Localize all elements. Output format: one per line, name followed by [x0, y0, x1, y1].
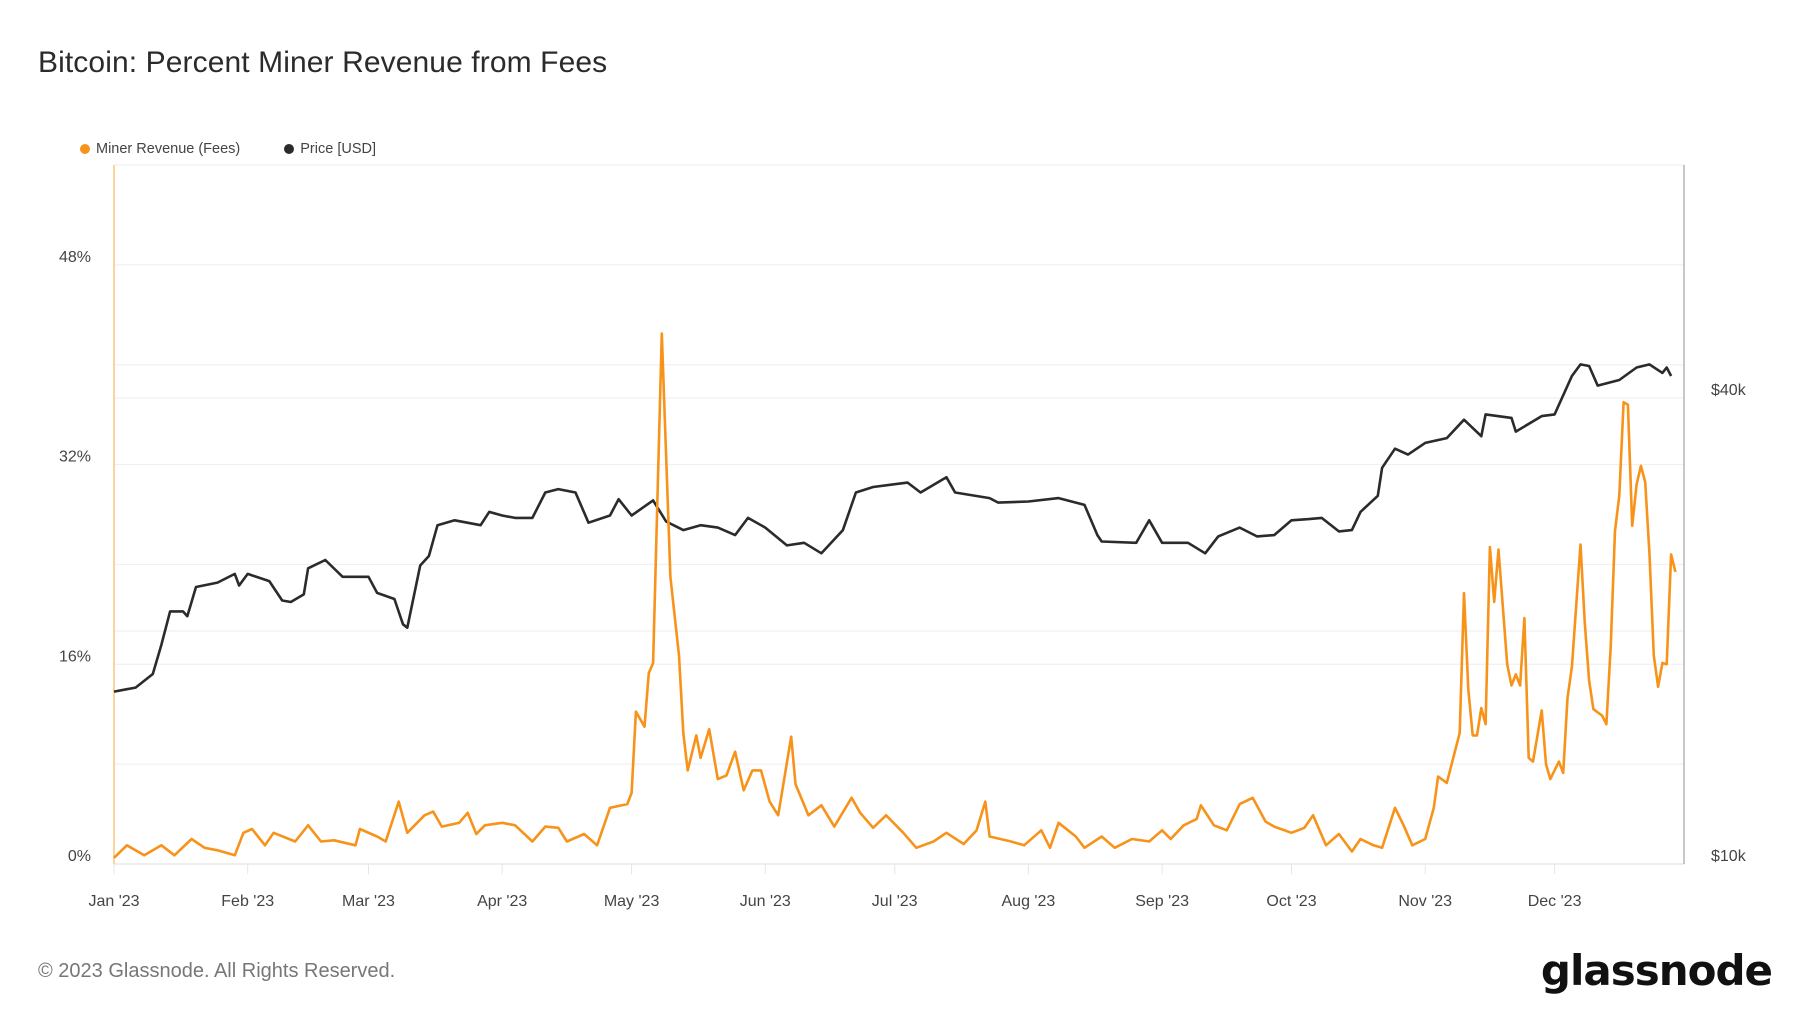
axes	[113, 164, 1685, 874]
axis-labels: Jan '23 Feb '23 Mar '23 Apr '23 May '23 Jun '…	[59, 249, 1747, 910]
x-tick-label: Jul '23	[872, 893, 918, 910]
y-right-tick-label: $40k	[1711, 382, 1747, 399]
glassnode-logo[interactable]: glassnode	[1540, 946, 1773, 995]
x-tick-label: Apr '23	[477, 893, 527, 910]
chart-title: Bitcoin: Percent Miner Revenue from Fees	[38, 46, 608, 79]
x-tick-label: Dec '23	[1528, 893, 1582, 910]
series-line-price-usd	[113, 363, 1673, 693]
series-layer	[113, 332, 1677, 859]
legend-item-price[interactable]: Price [USD]	[284, 141, 376, 157]
series-line-miner-revenue-fees	[113, 332, 1677, 859]
x-tick-label: Aug '23	[1002, 893, 1056, 910]
x-tick-label: Jun '23	[740, 893, 791, 910]
x-tick-label: Oct '23	[1266, 893, 1316, 910]
legend: Miner Revenue (Fees) Price [USD]	[80, 141, 376, 157]
x-tick-label: Sep '23	[1135, 893, 1189, 910]
y-left-tick-label: 16%	[59, 648, 91, 665]
x-tick-label: May '23	[604, 893, 660, 910]
legend-item-fees[interactable]: Miner Revenue (Fees)	[80, 141, 240, 157]
x-tick-label: Feb '23	[221, 893, 274, 910]
legend-dot-price	[284, 144, 295, 154]
copyright-footer: © 2023 Glassnode. All Rights Reserved.	[38, 960, 396, 982]
y-right-tick-label: $10k	[1711, 848, 1747, 865]
legend-label-price: Price [USD]	[300, 141, 376, 157]
x-tick-label: Mar '23	[342, 893, 395, 910]
legend-dot-fees	[80, 144, 90, 154]
y-left-tick-label: 48%	[59, 249, 91, 266]
legend-label-fees: Miner Revenue (Fees)	[96, 141, 241, 157]
y-left-tick-label: 32%	[59, 449, 91, 466]
x-tick-label: Jan '23	[88, 893, 139, 910]
x-tick-label: Nov '23	[1398, 893, 1452, 910]
y-left-tick-label: 0%	[68, 848, 91, 865]
